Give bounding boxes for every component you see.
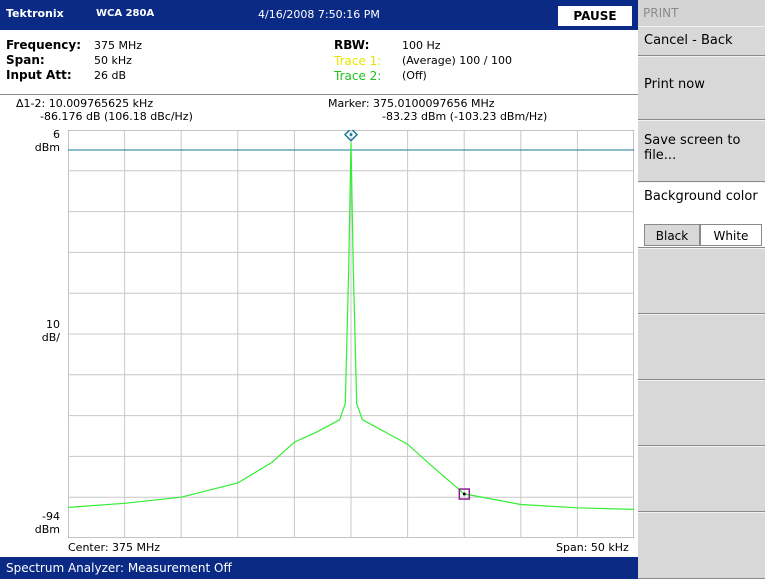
menu-blank-button-4[interactable] <box>638 446 765 512</box>
menu-blank-button-1[interactable] <box>638 248 765 314</box>
x-span-label: Span: 50 kHz <box>556 541 629 554</box>
background-white-toggle[interactable]: White <box>700 224 762 246</box>
plot-grid <box>68 130 634 538</box>
status-bar: Spectrum Analyzer: Measurement Off <box>0 557 638 579</box>
pause-indicator[interactable]: PAUSE <box>558 6 632 26</box>
settings-panel: Frequency: 375 MHz Span: 50 kHz Input At… <box>0 30 638 95</box>
trace2-label[interactable]: Trace 2: <box>334 69 382 83</box>
side-menu: PRINT Cancel - Back Print now Save scree… <box>638 0 765 579</box>
trace1-value: (Average) 100 / 100 <box>402 54 512 67</box>
rbw-value[interactable]: 100 Hz <box>402 39 441 52</box>
model-label: WCA 280A <box>96 8 155 19</box>
menu-blank-button-5[interactable] <box>638 512 765 579</box>
y-bottom-value: -94 <box>42 510 60 523</box>
marker-1-dot <box>349 133 353 137</box>
marker-level: -83.23 dBm (-103.23 dBm/Hz) <box>382 110 548 123</box>
rbw-label: RBW: <box>334 38 370 52</box>
save-screen-button[interactable]: Save screen to file... <box>638 120 765 182</box>
marker-2-square-icon <box>458 488 471 500</box>
marker-freq: Marker: 375.0100097656 MHz <box>328 97 495 110</box>
datetime-label: 4/16/2008 7:50:16 PM <box>258 8 380 21</box>
delta-marker-freq: Δ1-2: 10.009765625 kHz <box>16 97 154 110</box>
print-now-button[interactable]: Print now <box>638 56 765 120</box>
marker-2-square <box>458 488 471 500</box>
frequency-value[interactable]: 375 MHz <box>94 39 143 52</box>
delta-marker-level: -86.176 dB (106.18 dBc/Hz) <box>40 110 193 123</box>
y-top-value: 6 <box>53 128 60 141</box>
menu-blank-button-2[interactable] <box>638 314 765 380</box>
input-att-value[interactable]: 26 dB <box>94 69 127 82</box>
frequency-label: Frequency: <box>6 38 82 52</box>
span-label: Span: <box>6 53 45 67</box>
marker-1-diamond-icon <box>343 130 359 142</box>
x-center-label: Center: 375 MHz <box>68 541 161 554</box>
brand-label: Tektronix <box>6 7 64 20</box>
trace2-value: (Off) <box>402 69 427 82</box>
background-color-text: Background color <box>644 189 758 204</box>
span-value[interactable]: 50 kHz <box>94 54 132 67</box>
status-text: Spectrum Analyzer: Measurement Off <box>6 561 232 575</box>
cancel-back-button[interactable]: Cancel - Back <box>638 26 765 56</box>
y-scale-unit: dB/ <box>41 331 60 344</box>
title-bar: Tektronix WCA 280A 4/16/2008 7:50:16 PM … <box>0 0 638 30</box>
marker-1-diamond <box>343 130 359 142</box>
y-top-unit: dBm <box>34 141 60 154</box>
y-scale-value: 10 <box>46 318 60 331</box>
background-black-toggle[interactable]: Black <box>644 224 700 246</box>
menu-blank-button-3[interactable] <box>638 380 765 446</box>
marker-2-dot <box>462 492 466 496</box>
spectrum-plot[interactable] <box>68 130 634 538</box>
y-bottom-unit: dBm <box>34 523 60 536</box>
trace1-label[interactable]: Trace 1: <box>334 54 382 68</box>
trace-1-line <box>68 142 634 510</box>
menu-title: PRINT <box>638 0 765 26</box>
input-att-label: Input Att: <box>6 68 72 82</box>
